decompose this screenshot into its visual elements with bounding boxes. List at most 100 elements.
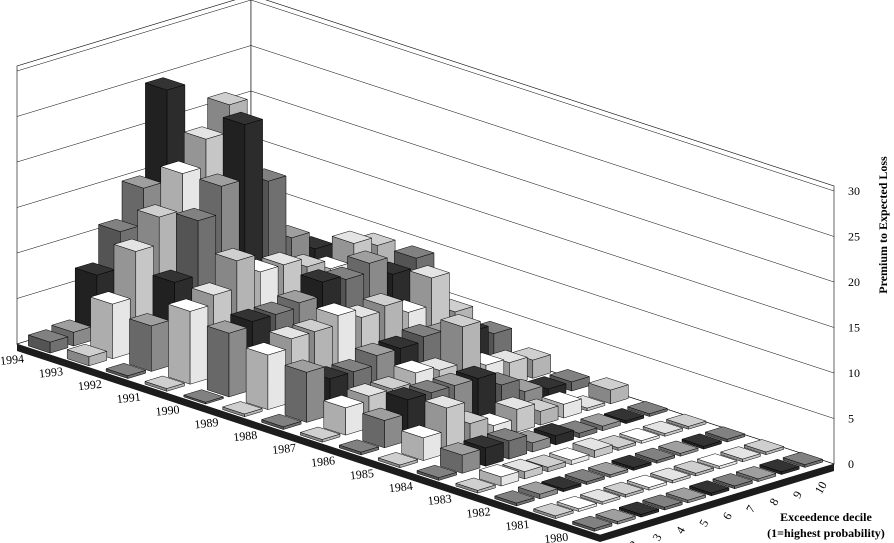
bar-1980-decile-6	[688, 480, 730, 497]
bar-top-face	[245, 342, 287, 356]
bar-1981-decile-7	[673, 460, 715, 477]
bar-top-face	[354, 342, 396, 356]
bar-1993-decile-2	[89, 291, 132, 360]
bar-1992-decile-1	[105, 363, 147, 379]
bar-top-face	[408, 379, 450, 393]
bar-1980-decile-8	[735, 466, 777, 482]
bar-1985-decile-1	[377, 452, 419, 469]
bar-1990-decile-2	[206, 320, 248, 398]
bar-top-face	[618, 427, 661, 441]
bar-top-face	[299, 269, 342, 283]
decile-tick-label: 2	[626, 538, 641, 543]
bar-top-face	[455, 365, 497, 379]
bar-top-face	[649, 467, 692, 481]
year-tick-label: 1992	[77, 377, 102, 393]
bar-top-face	[462, 435, 505, 449]
gridline	[16, 45, 835, 237]
bar-1981-decile-1	[532, 503, 575, 519]
bar-top-face	[183, 126, 225, 140]
bar-top-face	[626, 474, 668, 488]
bar-top-face	[261, 252, 303, 266]
bar-top-face	[338, 439, 380, 453]
bar-1981-decile-4	[602, 481, 645, 498]
year-tick-label: 1989	[194, 415, 219, 431]
bar-front-face	[112, 298, 131, 360]
bar-front-face	[267, 349, 286, 410]
bar-top-face	[222, 111, 264, 125]
bar-top-face	[229, 308, 272, 322]
bar-top-face	[579, 488, 621, 502]
bar-top-face	[105, 363, 147, 377]
bar-top-face	[214, 248, 256, 262]
decile-tick-label: 3	[649, 531, 664, 543]
bar-top-face	[556, 496, 598, 510]
bar-top-face	[424, 395, 466, 409]
bar-top-face	[401, 324, 443, 338]
bar-side-face	[284, 364, 307, 423]
bar-1982-decile-5	[587, 461, 629, 478]
bar-top-face	[385, 387, 427, 401]
z-tick-label: 20	[848, 275, 860, 289]
bar-front-face	[384, 414, 403, 449]
bar-1982-decile-8	[657, 440, 699, 457]
bar-1980-decile-9	[758, 459, 801, 475]
bar-1982-decile-7	[634, 447, 676, 464]
bar-top-face	[260, 413, 302, 428]
bar-top-face	[673, 460, 715, 474]
bar-top-face	[346, 250, 389, 264]
bar-1991-decile-1	[144, 375, 186, 392]
bar-top-face	[74, 262, 116, 276]
bar-top-face	[595, 508, 637, 522]
bar-1982-decile-6	[610, 454, 653, 471]
bar-1991-decile-2	[167, 298, 209, 385]
bar-1982-decile-10	[704, 426, 746, 443]
x-axis-title-line1: Exceedence decile	[780, 510, 872, 524]
year-tick-label: 1988	[233, 428, 258, 444]
bar-1980-decile-3	[618, 501, 660, 518]
bar-top-face	[206, 92, 249, 106]
bar-1989-decile-2	[245, 342, 287, 410]
bar-top-face	[735, 466, 777, 480]
bar-1993-decile-1	[66, 343, 108, 367]
year-tick-label: 1980	[544, 530, 569, 543]
z-tick-label: 30	[848, 184, 860, 198]
bar-top-face	[27, 329, 69, 343]
bar-top-face	[330, 359, 373, 373]
z-tick-label: 0	[848, 457, 854, 471]
bar-top-face	[564, 469, 606, 483]
bar-top-face	[331, 230, 373, 244]
bar-top-face	[144, 77, 186, 91]
bar-front-face	[189, 305, 209, 385]
bar-top-face	[642, 420, 684, 434]
bar-top-face	[268, 326, 310, 340]
bar-top-face	[361, 407, 404, 421]
bar-top-face	[743, 439, 785, 453]
bar-top-face	[206, 320, 248, 334]
bar-side-face	[129, 318, 152, 372]
bar-top-face	[89, 291, 132, 305]
decile-tick-label: 9	[790, 489, 805, 501]
bar-top-face	[549, 369, 591, 383]
bars-group	[27, 77, 824, 532]
bar-top-face	[587, 377, 630, 391]
bar-top-face	[400, 425, 442, 439]
bar-1985-decile-10	[587, 377, 630, 405]
bar-1982-decile-9	[681, 433, 723, 450]
bar-side-face	[206, 325, 230, 398]
bar-top-face	[572, 437, 614, 451]
bar-top-face	[50, 319, 93, 333]
decile-tick-label: 4	[673, 524, 688, 536]
bar-1984-decile-1	[416, 464, 458, 481]
bar-1981-decile-2	[556, 496, 598, 512]
bar-1981-decile-9	[719, 446, 762, 463]
year-tick-label: 1994	[0, 351, 25, 367]
bar-side-face	[168, 303, 191, 385]
bar-front-face	[151, 320, 170, 372]
bar-top-face	[758, 459, 801, 473]
bar-top-face	[541, 391, 583, 405]
bar-top-face	[66, 343, 108, 357]
bar-1981-decile-8	[696, 453, 738, 470]
bar-top-face	[782, 451, 824, 465]
bar-1986-decile-2	[361, 407, 404, 449]
bar-top-face	[455, 477, 497, 491]
